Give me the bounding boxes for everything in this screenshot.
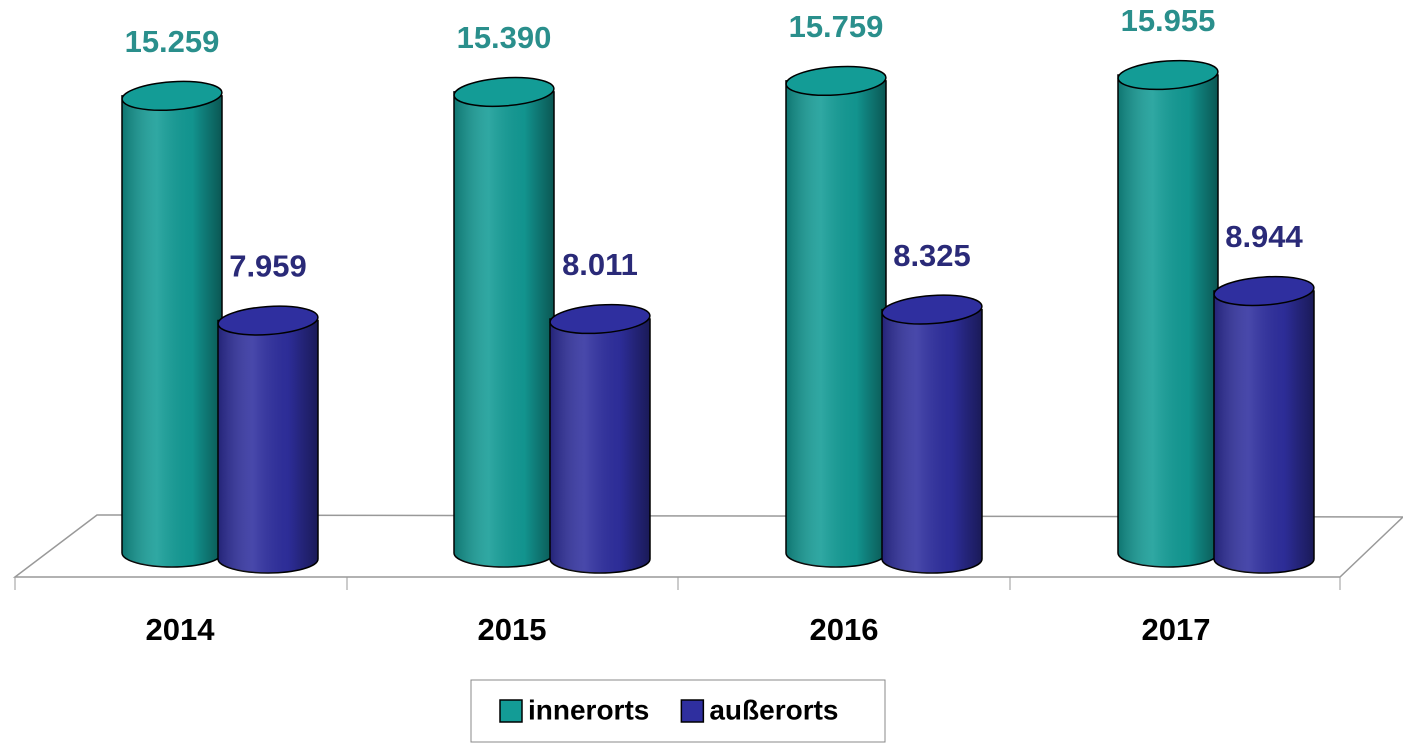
data-label: 8.944	[1225, 219, 1303, 254]
data-label: 8.325	[893, 238, 971, 273]
bar-shade	[454, 91, 554, 568]
data-label: 15.390	[457, 20, 552, 55]
legend-label: außerorts	[709, 694, 838, 725]
bar-shade	[122, 95, 222, 567]
bar-top	[1213, 275, 1315, 307]
legend-box	[470, 679, 886, 743]
bar-top	[1117, 59, 1219, 91]
data-label: 15.259	[125, 24, 220, 59]
bar-top	[121, 80, 223, 111]
bar-shade	[1118, 75, 1218, 567]
bar-shade	[786, 80, 886, 568]
x-tick-label: 2015	[478, 612, 547, 647]
bar-top	[217, 305, 319, 336]
floor	[12, 514, 1403, 578]
bar-top	[881, 294, 983, 325]
data-label: 7.959	[229, 249, 307, 284]
x-tick-label: 2014	[146, 612, 216, 647]
x-tick-label: 2017	[1142, 612, 1211, 647]
bar-shade	[550, 318, 650, 573]
data-label: 8.011	[562, 247, 638, 282]
legend-swatch	[499, 699, 523, 723]
data-label: 15.955	[1121, 3, 1216, 38]
bar-top	[785, 65, 887, 97]
bar-shade	[218, 320, 318, 573]
bar-shade	[882, 309, 982, 573]
bar-top	[549, 303, 651, 335]
bar-shade	[1214, 291, 1314, 573]
data-label: 15.759	[789, 9, 884, 44]
legend-swatch	[680, 699, 705, 723]
bar-top	[453, 76, 555, 108]
legend-label: innerorts	[528, 694, 649, 725]
x-tick-label: 2016	[810, 612, 879, 647]
